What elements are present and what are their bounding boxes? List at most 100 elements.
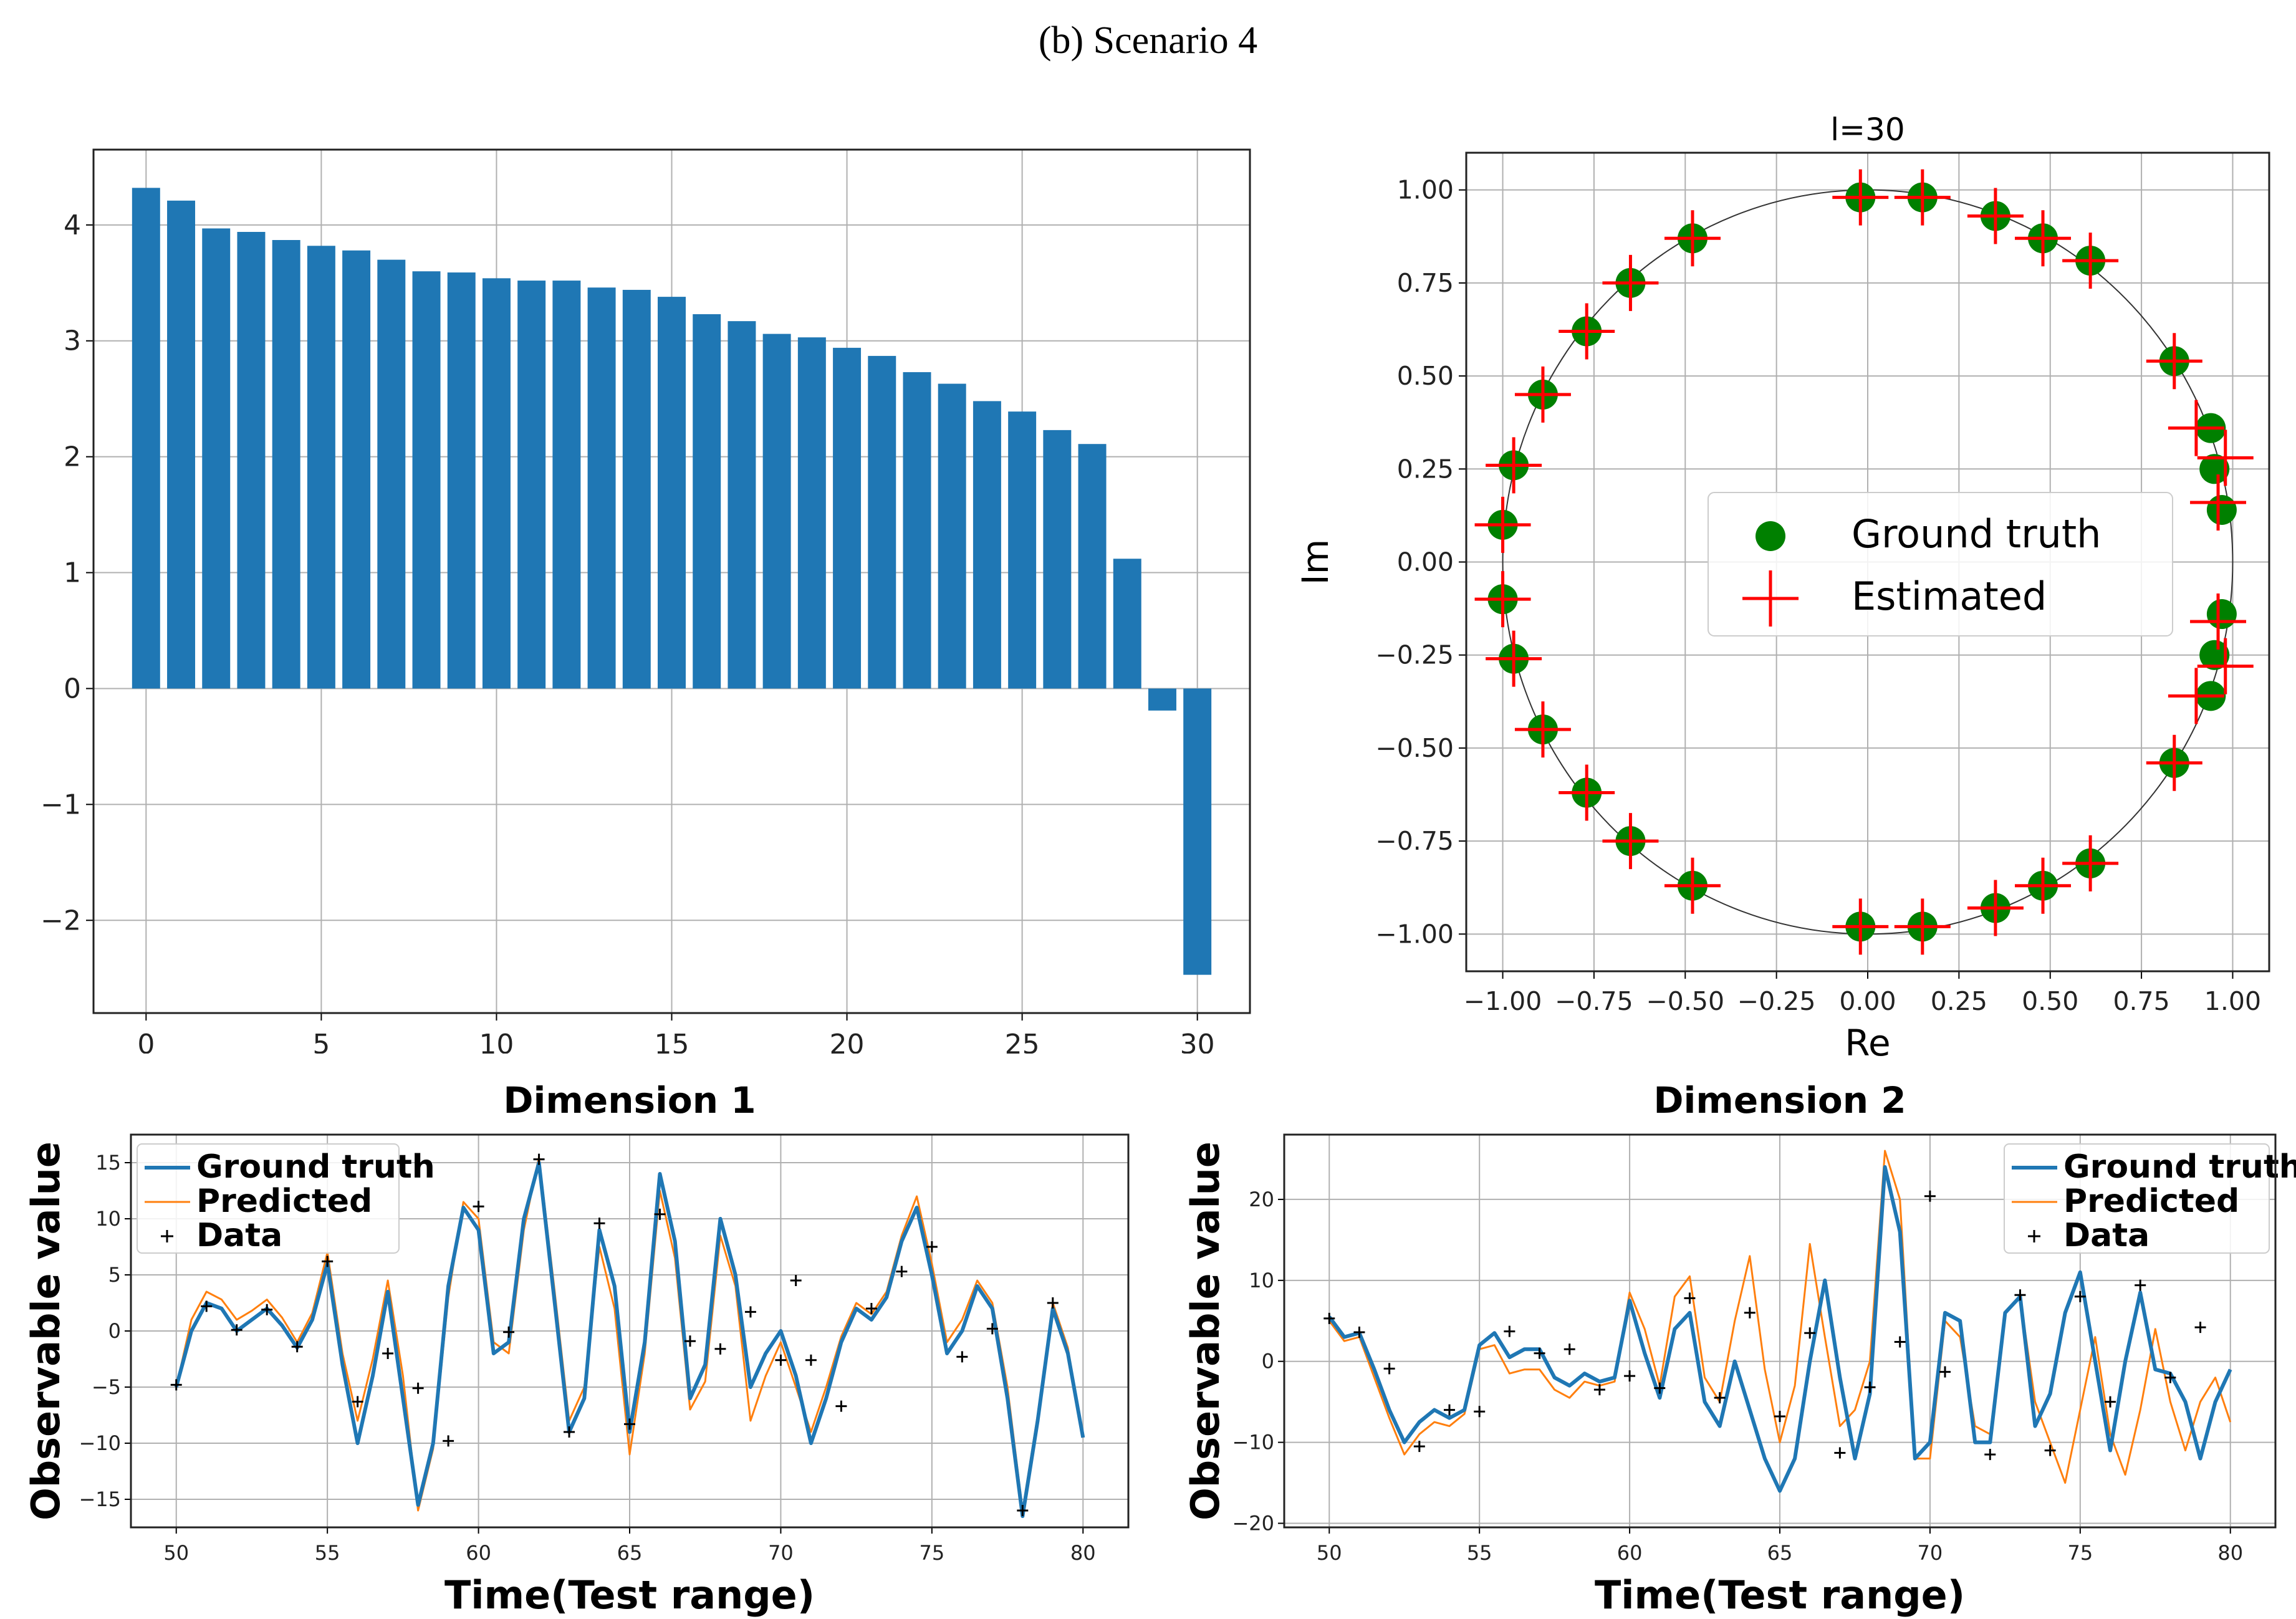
estimated-point <box>2168 668 2224 724</box>
ground-truth-point <box>2199 454 2230 484</box>
x-tick-label: 50 <box>1317 1541 1342 1565</box>
y-tick-label: 20 <box>1249 1188 1274 1211</box>
estimated-point <box>1967 880 2024 936</box>
data-point <box>2135 1279 2146 1291</box>
chart-title: Dimension 1 <box>503 1079 756 1122</box>
data-point <box>1864 1381 1876 1393</box>
ground-truth-point <box>2199 640 2230 670</box>
estimated-point <box>1474 496 1531 553</box>
ground-truth-line <box>1327 1165 2232 1493</box>
data-point <box>1047 1297 1059 1309</box>
bar <box>202 228 231 689</box>
data-point <box>926 1241 938 1252</box>
x-tick-label: 75 <box>919 1541 944 1565</box>
legend-marker-ground-truth <box>1756 521 1785 551</box>
data-point <box>352 1396 363 1408</box>
data-point <box>261 1304 273 1315</box>
estimated-point <box>1559 764 1615 821</box>
data-point <box>2105 1396 2116 1408</box>
legend-label-data: Data <box>196 1217 282 1254</box>
data-point <box>322 1256 334 1267</box>
bar <box>1078 444 1107 689</box>
x-tick-label: 20 <box>830 1029 865 1054</box>
y-tick-label: 10 <box>1249 1269 1274 1292</box>
data-point <box>503 1326 515 1338</box>
data-point <box>1684 1292 1696 1304</box>
legend-label-estimated: Estimated <box>1852 574 2047 619</box>
x-axis-label: Time(Test range) <box>444 1572 815 1618</box>
bar <box>482 278 511 689</box>
data-point <box>714 1343 726 1355</box>
data-point <box>775 1354 787 1366</box>
bar <box>1113 559 1141 689</box>
data-point <box>2194 1322 2206 1333</box>
x-tick-label: 60 <box>466 1541 491 1565</box>
data-point <box>790 1275 802 1286</box>
data-point <box>1714 1392 1726 1404</box>
data-point <box>1984 1449 1996 1461</box>
data-point <box>1323 1312 1335 1324</box>
data-point <box>1894 1336 1906 1348</box>
ground-truth-point <box>2206 494 2237 525</box>
bar <box>973 401 1001 689</box>
data-point <box>835 1400 847 1412</box>
data-point <box>1804 1327 1816 1339</box>
data-point <box>1474 1406 1486 1418</box>
eigenvalue-bar-chart: 0 5 10 15 20 25 30 −2 −1 0 1 2 3 4 <box>41 148 1251 1054</box>
bar <box>658 297 686 689</box>
y-tick-label: −10 <box>79 1431 121 1455</box>
eigenvalue-scatter-chart: l=30 −1.00 −0.75 −0.50 −0.25 0.00 0.25 0.50 0.75… <box>1294 112 2270 1064</box>
y-tick-label: 2 <box>64 441 81 473</box>
estimated-point <box>1832 169 1889 226</box>
legend-box <box>2004 1143 2270 1254</box>
estimated-point <box>2168 400 2224 456</box>
estimated-point <box>2190 474 2247 531</box>
y-tick-label: −15 <box>79 1487 121 1511</box>
bar <box>1043 430 1072 689</box>
estimated-point <box>1602 254 1659 311</box>
y-tick-label: 5 <box>108 1263 121 1287</box>
x-axis-label: Re <box>1845 1022 1890 1064</box>
estimated-point <box>1486 437 1542 494</box>
estimated-point <box>1664 857 1721 914</box>
y-tick-label: −0.50 <box>1375 733 1454 763</box>
bar <box>342 250 371 689</box>
legend-label-ground-truth: Ground truth <box>196 1148 435 1186</box>
estimated-point <box>2015 857 2072 914</box>
x-tick-label: 65 <box>617 1541 643 1565</box>
estimated-point <box>1474 571 1531 628</box>
x-tick-label: 55 <box>1467 1541 1492 1565</box>
y-tick-label: 0 <box>64 673 81 704</box>
data-point <box>805 1354 817 1366</box>
chart-title: l=30 <box>1830 112 1905 148</box>
data-point <box>1563 1343 1575 1355</box>
x-tick-label: 0.50 <box>2022 986 2078 1016</box>
data-point <box>1593 1384 1605 1396</box>
data-point <box>412 1382 424 1394</box>
data-point <box>1534 1347 1545 1359</box>
data-point <box>1383 1363 1395 1375</box>
x-axis-label: Time(Test range) <box>1595 1572 1965 1618</box>
y-tick-label: −0.25 <box>1375 640 1454 670</box>
bar <box>1183 688 1212 975</box>
bar <box>517 281 546 689</box>
data-point <box>1939 1366 1951 1378</box>
bar <box>1148 688 1176 711</box>
estimated-point <box>2015 210 2072 267</box>
x-tick-label: 10 <box>479 1029 514 1054</box>
estimated-point <box>1602 813 1659 870</box>
data-point <box>2074 1290 2086 1302</box>
x-tick-label: 55 <box>315 1541 340 1565</box>
legend-label-predicted: Predicted <box>2063 1183 2239 1220</box>
dimension-2-chart: Dimension 2 50 55 60 65 70 75 80 20 10 0 −10 −20 Time… <box>1183 1079 2296 1618</box>
data-point <box>654 1208 666 1220</box>
y-tick-label: −2 <box>41 905 81 936</box>
y-tick-label: −1 <box>41 789 81 820</box>
y-tick-label: 15 <box>95 1151 121 1175</box>
y-tick-label: 0.25 <box>1397 454 1454 484</box>
data-point <box>1444 1404 1455 1416</box>
x-tick-label: 70 <box>768 1541 794 1565</box>
x-tick-label: 65 <box>1767 1541 1793 1565</box>
x-tick-label: 75 <box>2067 1541 2093 1565</box>
estimated-point <box>2197 430 2254 486</box>
